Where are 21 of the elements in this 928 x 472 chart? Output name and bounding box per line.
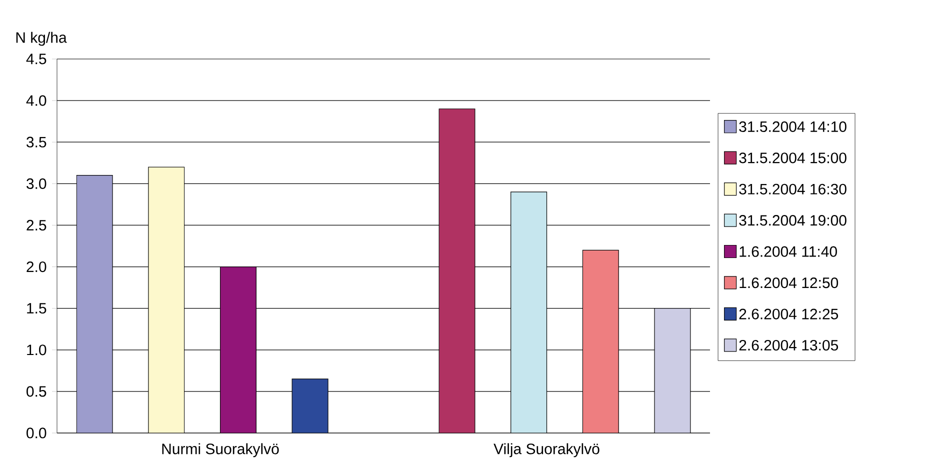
legend-label: 1.6.2004 12:50 (740, 277, 838, 288)
y-tick-label: 3.5 (26, 136, 46, 148)
legend-label: 2.6.2004 13:05 (739, 340, 838, 351)
legend-label: 2.6.2004 12:25 (739, 308, 838, 320)
y-tick-label: 4.0 (26, 95, 46, 106)
x-tick-label: Nurmi Suorakylvö (162, 443, 279, 458)
y-tick-label: 0.0 (26, 428, 46, 438)
legend-label: 1.6.2004 11:40 (740, 246, 837, 257)
y-tick-label: 3.0 (26, 178, 46, 189)
y-axis-title: N kg/ha (16, 32, 67, 46)
legend-label: 31.5.2004 19:00 (739, 215, 846, 226)
legend-label: 31.5.2004 16:30 (739, 184, 846, 194)
legend-label: 31.5.2004 14:10 (739, 121, 846, 132)
y-tick-label: 0.5 (26, 386, 46, 397)
y-tick-label: 2.5 (26, 220, 46, 231)
y-tick-label: 1.5 (27, 303, 46, 314)
y-tick-label: 4.5 (26, 54, 46, 64)
y-tick-label: 1.0 (27, 344, 46, 356)
x-tick-label: Vilja Suorakylvö (494, 443, 600, 458)
y-tick-label: 2.0 (26, 261, 46, 272)
legend-label: 31.5.2004 15:00 (739, 152, 846, 164)
